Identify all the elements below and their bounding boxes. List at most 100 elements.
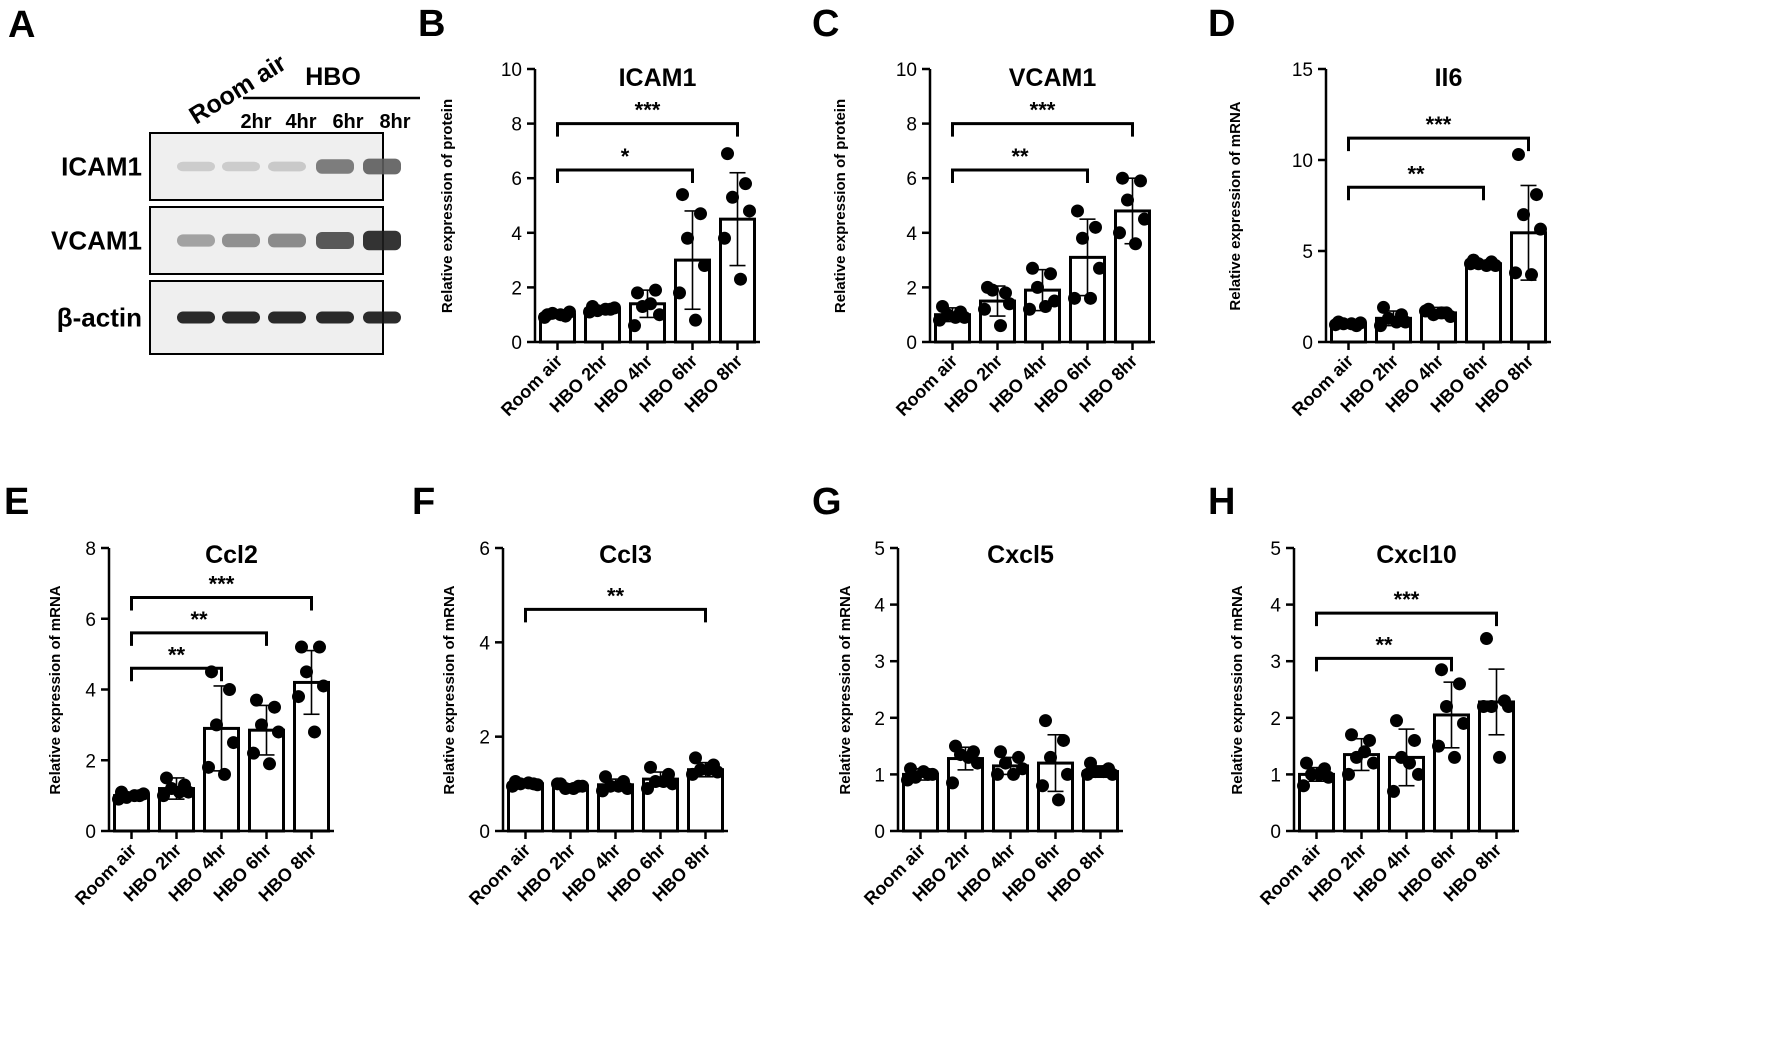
data-point xyxy=(631,286,644,300)
data-point xyxy=(1512,148,1525,162)
data-point xyxy=(268,700,281,714)
y-tick-label: 3 xyxy=(1270,652,1281,673)
data-point xyxy=(173,785,186,799)
data-point xyxy=(676,188,689,202)
chart-title: Cxcl5 xyxy=(987,541,1054,569)
data-point xyxy=(641,782,654,796)
data-point xyxy=(1003,297,1016,311)
y-tick-label: 10 xyxy=(896,60,917,81)
data-point xyxy=(644,297,657,311)
significance-bracket xyxy=(1315,656,1453,672)
data-point xyxy=(300,665,313,679)
data-point xyxy=(958,310,971,324)
data-point xyxy=(1134,174,1147,188)
blot-band xyxy=(316,232,354,249)
bar xyxy=(1082,770,1119,833)
y-tick-label: 2 xyxy=(874,709,885,730)
blot-time-label: 4hr xyxy=(285,111,316,133)
panel-label: E xyxy=(4,481,29,523)
y-tick-label: 0 xyxy=(1270,822,1281,843)
data-point xyxy=(1071,204,1084,218)
significance-bracket xyxy=(1347,136,1530,152)
data-point xyxy=(583,305,596,319)
y-tick-label: 6 xyxy=(511,169,522,190)
data-point xyxy=(247,746,260,760)
blot-hbo-label: HBO xyxy=(305,63,361,91)
blot-band xyxy=(268,233,306,248)
blot-room-air-label: Room air xyxy=(184,49,291,130)
data-point xyxy=(1493,750,1506,764)
data-point xyxy=(1097,765,1110,779)
data-point xyxy=(522,776,535,790)
significance-bracket xyxy=(524,607,707,623)
significance-bracket xyxy=(556,168,694,184)
data-point xyxy=(999,286,1012,300)
data-point xyxy=(1457,716,1470,730)
y-axis-label: Relative expression of mRNA xyxy=(441,585,458,794)
y-tick-label: 3 xyxy=(874,652,885,673)
data-point xyxy=(1387,784,1400,798)
significance-bracket xyxy=(130,631,268,646)
data-point xyxy=(1530,188,1543,202)
y-tick-label: 6 xyxy=(85,610,96,631)
data-point xyxy=(1525,268,1538,282)
blot-time-label: 6hr xyxy=(332,111,363,133)
data-point xyxy=(1345,317,1358,331)
blot-band xyxy=(222,161,260,172)
data-point xyxy=(702,763,715,777)
significance-label: * xyxy=(621,144,630,169)
data-point xyxy=(694,207,707,221)
data-point xyxy=(1374,319,1387,333)
data-point xyxy=(250,693,263,707)
data-point xyxy=(1031,280,1044,294)
data-point xyxy=(978,302,991,316)
y-tick-label: 2 xyxy=(906,278,917,299)
significance-label: *** xyxy=(1394,587,1420,612)
data-point xyxy=(596,784,609,798)
blot-band xyxy=(222,311,260,324)
significance-label: *** xyxy=(1030,98,1056,123)
panel-label-a: A xyxy=(8,4,35,46)
significance-label: ** xyxy=(1011,144,1029,169)
significance-label: ** xyxy=(607,583,625,608)
data-point xyxy=(1036,779,1049,793)
data-point xyxy=(1432,739,1445,753)
data-point xyxy=(628,319,641,333)
data-point xyxy=(182,785,195,799)
data-point xyxy=(1408,733,1421,747)
data-point xyxy=(202,760,215,774)
data-point xyxy=(1367,756,1380,770)
y-tick-label: 1 xyxy=(1270,765,1281,786)
data-point xyxy=(1435,306,1448,320)
data-point xyxy=(1329,318,1342,332)
data-point xyxy=(551,777,564,791)
data-point xyxy=(1440,699,1453,713)
data-point xyxy=(538,310,551,324)
data-point xyxy=(917,765,930,779)
y-tick-label: 4 xyxy=(906,224,917,245)
data-point xyxy=(1089,220,1102,234)
data-point xyxy=(160,771,173,785)
y-tick-label: 0 xyxy=(1302,333,1313,354)
y-tick-label: 15 xyxy=(1292,60,1313,81)
data-point xyxy=(1390,714,1403,728)
data-point xyxy=(933,313,946,327)
data-point xyxy=(128,789,141,803)
y-tick-label: 2 xyxy=(1270,709,1281,730)
blot-band xyxy=(177,234,215,247)
data-point xyxy=(1502,699,1515,713)
y-axis-label: Relative expression of mRNA xyxy=(1229,585,1246,794)
panel-label: C xyxy=(812,3,839,45)
data-point xyxy=(218,767,231,781)
y-tick-label: 6 xyxy=(906,169,917,190)
significance-bracket xyxy=(1315,611,1498,627)
significance-bracket xyxy=(130,666,223,682)
data-point xyxy=(686,767,699,781)
data-point xyxy=(1489,259,1502,273)
data-point xyxy=(999,756,1012,770)
data-point xyxy=(272,725,285,739)
data-point xyxy=(292,690,305,704)
